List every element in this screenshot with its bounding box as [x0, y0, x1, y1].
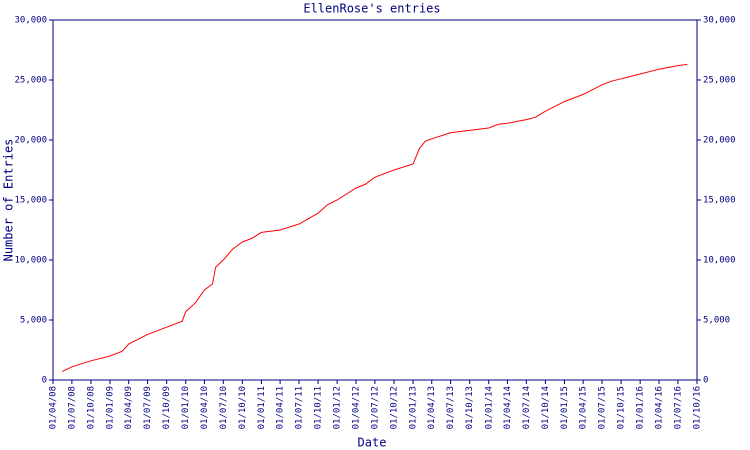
y-tick-label: 25,000 [14, 76, 47, 86]
x-tick-label: 01/07/14 [522, 386, 532, 429]
x-tick-label: 01/01/12 [333, 386, 343, 429]
x-tick-label: 01/01/13 [409, 386, 419, 429]
x-tick-label: 01/10/13 [465, 386, 475, 429]
y2-tick-label: 0 [703, 376, 708, 386]
x-tick-label: 01/04/12 [352, 386, 362, 429]
y-tick-label: 5,000 [20, 316, 47, 326]
y-tick-label: 0 [42, 376, 47, 386]
x-tick-label: 01/04/14 [503, 386, 513, 429]
y2-tick-label: 30,000 [703, 16, 736, 26]
chart-title: EllenRose's entries [303, 2, 440, 16]
x-tick-label: 01/01/11 [257, 386, 267, 429]
x-tick-label: 01/01/14 [484, 386, 494, 429]
x-tick-label: 01/04/11 [276, 386, 286, 429]
y2-tick-label: 15,000 [703, 196, 736, 206]
x-tick-label: 01/10/11 [314, 386, 324, 429]
x-tick-label: 01/04/15 [579, 386, 589, 429]
x-tick-label: 01/10/15 [617, 386, 627, 429]
y-tick-label: 20,000 [14, 136, 47, 146]
y2-tick-label: 20,000 [703, 136, 736, 146]
y-tick-label: 30,000 [14, 16, 47, 26]
x-tick-label: 01/01/09 [106, 386, 116, 429]
x-tick-label: 01/04/08 [49, 386, 59, 429]
data-line [61, 63, 688, 373]
x-tick-label: 01/10/09 [162, 386, 172, 429]
x-tick-label: 01/10/12 [389, 386, 399, 429]
x-tick-label: 01/01/16 [636, 386, 646, 429]
y-tick-label: 15,000 [14, 196, 47, 206]
x-tick-label: 01/10/10 [238, 386, 248, 429]
x-tick-label: 01/07/08 [67, 386, 77, 429]
x-tick-label: 01/07/10 [219, 386, 229, 429]
x-tick-label: 01/10/14 [541, 386, 551, 429]
x-tick-label: 01/07/09 [143, 386, 153, 429]
x-tick-label: 01/04/13 [427, 386, 437, 429]
y-tick-label: 10,000 [14, 256, 47, 266]
plot-frame [52, 19, 698, 381]
y-axis-label: Number of Entries [2, 139, 16, 262]
x-tick-label: 01/01/15 [560, 386, 570, 429]
y2-tick-label: 25,000 [703, 76, 736, 86]
x-tick-label: 01/10/16 [693, 386, 703, 429]
x-tick-label: 01/07/16 [673, 386, 683, 429]
x-tick-label: 01/07/15 [598, 386, 608, 429]
x-tick-label: 01/07/13 [446, 386, 456, 429]
x-tick-label: 01/04/16 [655, 386, 665, 429]
x-tick-label: 01/01/10 [181, 386, 191, 429]
x-tick-label: 01/07/11 [294, 386, 304, 429]
y2-tick-label: 10,000 [703, 256, 736, 266]
x-tick-label: 01/07/12 [370, 386, 380, 429]
y2-tick-label: 5,000 [703, 316, 730, 326]
x-tick-label: 01/04/10 [200, 386, 210, 429]
x-tick-label: 01/04/09 [124, 386, 134, 429]
x-axis-label: Date [358, 436, 387, 450]
x-tick-label: 01/10/08 [86, 386, 96, 429]
